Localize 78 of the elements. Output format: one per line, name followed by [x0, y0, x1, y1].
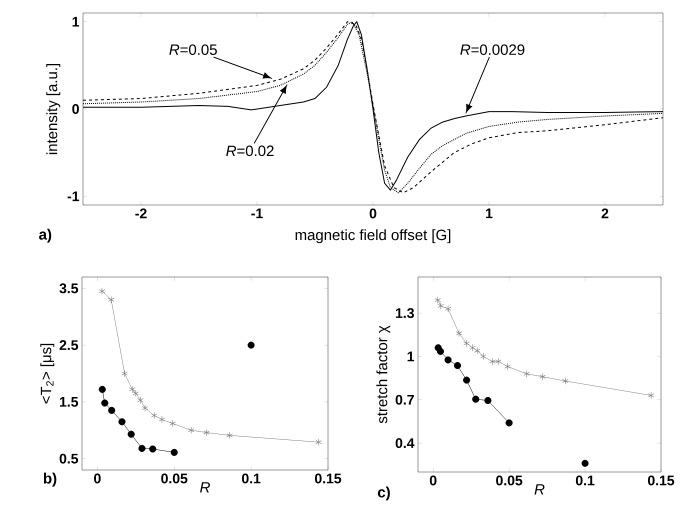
- y-axis-title: stretch factor χ: [376, 325, 390, 424]
- y-tick-label: 1: [408, 352, 414, 362]
- point: [101, 399, 108, 407]
- point: [480, 352, 486, 360]
- x-tick-label: 0.1: [242, 474, 260, 484]
- point: [98, 288, 106, 295]
- point: [504, 362, 511, 370]
- x-tick-label: 0: [370, 208, 376, 218]
- x-tick-label: 0.05: [161, 474, 188, 484]
- y-tick-label: 1.5: [60, 397, 78, 407]
- x-axis-title: R: [200, 482, 210, 493]
- point: [454, 362, 462, 370]
- point: [121, 370, 128, 378]
- point: [523, 370, 530, 378]
- y-axis-title: <T$_{2}$> [μs]: [40, 344, 54, 404]
- point: [648, 392, 654, 400]
- x-tick-label: 1: [486, 208, 492, 218]
- x-tick-label: 0.15: [648, 476, 674, 486]
- point: [472, 396, 480, 403]
- point: [456, 330, 462, 337]
- x-axis-title: magnetic field offset [G]: [296, 229, 450, 244]
- y-tick-label: 0.4: [396, 438, 414, 448]
- point: [142, 404, 148, 412]
- point: [158, 416, 166, 424]
- x-tick-label: 0.15: [314, 474, 342, 484]
- y-tick-label: 0: [72, 104, 79, 114]
- point: [316, 438, 322, 446]
- y-tick-label: 3.5: [59, 283, 78, 294]
- point: [108, 406, 116, 414]
- y-tick-label: 2.5: [60, 340, 78, 350]
- point: [138, 444, 146, 452]
- point: [582, 460, 589, 467]
- x-tick-label: 0: [430, 476, 436, 486]
- point: [226, 432, 233, 439]
- point: [539, 373, 546, 380]
- point: [149, 445, 156, 453]
- x-tick-label: 0: [94, 474, 101, 484]
- y-axis-title: intensity [a.u.]: [46, 64, 60, 154]
- point: [118, 418, 126, 426]
- x-tick-label: 0.05: [496, 476, 522, 486]
- point: [506, 419, 513, 426]
- point: [436, 348, 444, 355]
- text: a): [39, 228, 52, 243]
- y-tick-label: 1: [72, 16, 80, 27]
- point: [444, 305, 452, 312]
- point: [151, 412, 158, 420]
- point: [188, 426, 194, 434]
- point: [484, 396, 492, 404]
- point: [129, 386, 136, 393]
- y-tick-label: -1: [68, 191, 80, 202]
- point: [562, 377, 568, 385]
- point: [170, 420, 176, 428]
- point: [203, 428, 210, 436]
- text: c): [378, 486, 390, 500]
- annotation: R=0.05: [169, 44, 217, 55]
- x-axis-title: R: [534, 484, 544, 495]
- point: [128, 430, 135, 438]
- x-tick-label: 2: [602, 208, 608, 218]
- point: [470, 344, 476, 352]
- point: [170, 448, 178, 456]
- x-tick-label: -2: [135, 208, 147, 218]
- point: [463, 340, 470, 348]
- point: [474, 347, 480, 354]
- text: b): [44, 472, 56, 487]
- annotation: R=0.0029: [460, 44, 524, 55]
- point: [463, 376, 470, 384]
- point: [495, 358, 502, 366]
- point: [444, 356, 452, 364]
- x-tick-label: 0.1: [576, 476, 594, 486]
- annotation: R=0.02: [226, 146, 274, 156]
- y-tick-label: 0.7: [396, 394, 414, 405]
- point: [108, 296, 114, 304]
- point: [98, 386, 106, 393]
- point: [489, 358, 496, 366]
- y-tick-label: 1.3: [396, 308, 414, 318]
- y-tick-label: 0.5: [60, 454, 78, 464]
- point: [248, 342, 255, 349]
- x-tick-label: -1: [251, 208, 263, 218]
